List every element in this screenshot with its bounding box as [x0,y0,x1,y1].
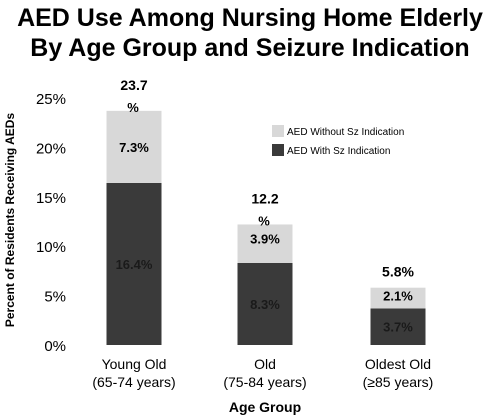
bar-without-sz [237,224,293,263]
x-tick-label: Young Old [102,356,167,372]
y-tick-label: 25% [36,91,66,108]
bar-with-sz-value-label: 3.7% [383,320,413,335]
x-axis-label: Age Group [229,399,301,415]
bar-without-sz-value-label: 3.9% [250,231,280,246]
y-tick-label: 0% [44,338,66,355]
x-tick-label-years: (65-74 years) [92,374,175,390]
x-tick-label-years: (≥85 years) [363,374,434,390]
x-tick-label: Oldest Old [365,356,431,372]
bar-total-label-suffix: % [127,100,139,115]
y-axis-label: Percent of Residents Receiving AEDs [3,113,17,328]
x-tick-label: Old [254,356,276,372]
bar-with-sz [106,182,162,345]
bar-total-label: 12.2 [251,190,278,206]
bar-total-label-suffix: % [258,213,270,228]
bar-with-sz-value-label: 16.4% [116,257,153,272]
bar-total-label: 23.7 [120,77,147,93]
y-tick-label: 15% [36,190,66,207]
chart-subtitle: By Age Group and Seizure Indication [30,34,470,62]
bar-without-sz-value-label: 2.1% [383,289,413,304]
chart-title: AED Use Among Nursing Home Elderly [17,4,483,32]
legend-swatch-without-sz [272,125,284,137]
legend-swatch-with-sz [272,144,284,156]
bar-with-sz-value-label: 8.3% [250,297,280,312]
y-tick-label: 10% [36,239,66,256]
x-tick-label-years: (75-84 years) [223,374,306,390]
bar-without-sz [106,110,162,183]
legend-label-with-sz: AED With Sz Indication [287,146,390,157]
bar-total-label: 5.8% [382,264,414,280]
y-tick-label: 20% [36,140,66,157]
bar-with-sz [370,308,426,345]
y-tick-label: 5% [44,289,66,306]
bar-with-sz [237,262,293,345]
legend-label-without-sz: AED Without Sz Indication [287,127,404,138]
bar-without-sz [370,287,426,309]
bar-without-sz-value-label: 7.3% [119,140,149,155]
